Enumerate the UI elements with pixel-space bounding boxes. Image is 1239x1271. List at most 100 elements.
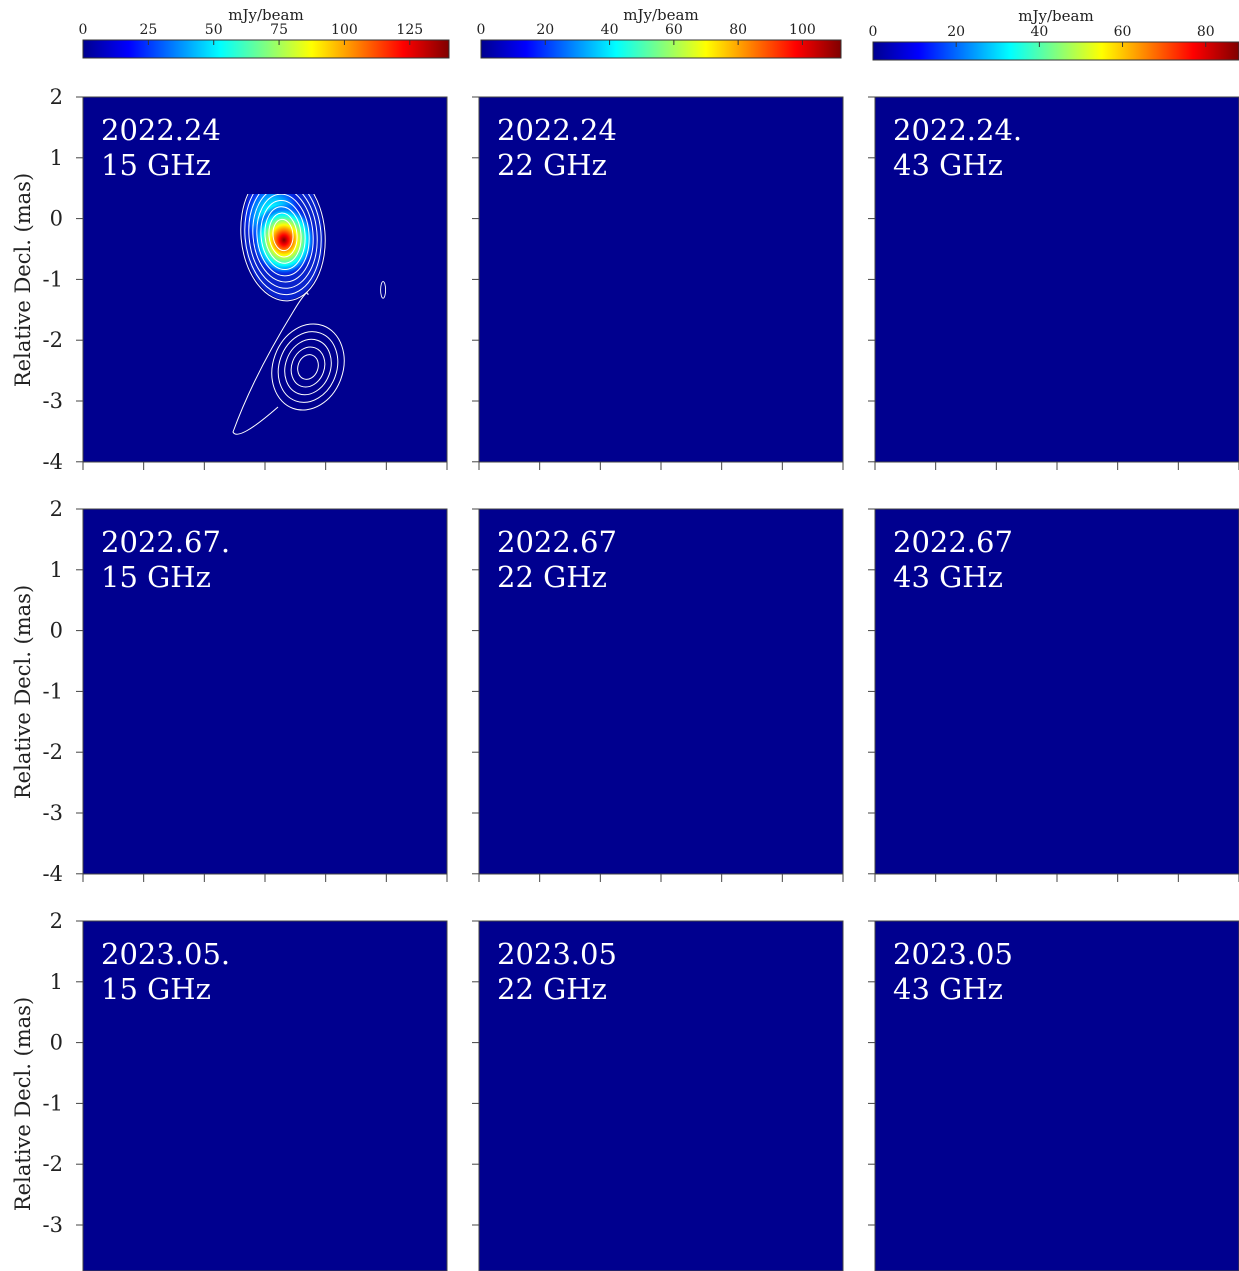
colorbar-tick-label: 60 <box>1114 24 1132 40</box>
colorbar-tick-label: 20 <box>947 24 965 40</box>
jet-knot-contour <box>297 354 319 380</box>
colorbar-3: mJy/beam 0 20 40 60 80 <box>869 7 1239 61</box>
contour <box>264 206 302 264</box>
colorbar-tick-label: 80 <box>1197 24 1215 40</box>
frequency-label: 43 GHz <box>893 972 1003 1006</box>
colorbar-tick-label: 0 <box>477 22 486 38</box>
panel-background <box>82 920 448 1271</box>
y-tick-label: 2 <box>50 85 63 109</box>
y-axis-label-row-2: Relative Decl. (mas) <box>11 585 35 799</box>
y-tick-label: 1 <box>50 146 63 170</box>
y-tick-label: 0 <box>50 619 63 643</box>
panel-background <box>478 508 844 875</box>
colorbar-gradient <box>480 39 842 59</box>
colorbar-tick-label: 25 <box>139 22 157 38</box>
panel-background <box>874 96 1239 463</box>
epoch-label: 2023.05 <box>893 937 1013 971</box>
emission-map <box>232 194 387 435</box>
jet-contour <box>232 292 309 435</box>
y-tick-label: -2 <box>43 328 63 352</box>
y-tick-label: 0 <box>50 1031 63 1055</box>
y-tick-label: -2 <box>43 740 63 764</box>
frequency-label: 15 GHz <box>101 148 211 182</box>
panel-background <box>478 96 844 463</box>
contour <box>252 194 314 283</box>
panel-background <box>874 508 1239 875</box>
panel-2022.24.-43-ghz: 2022.24.43 GHz <box>868 96 1239 470</box>
y-tick-label: 2 <box>50 497 63 521</box>
colorbar-tick-label: 50 <box>205 22 223 38</box>
colorbar-tick-label: 40 <box>1030 24 1048 40</box>
colorbar-label: mJy/beam <box>623 6 698 24</box>
y-axis-label-row-1: Relative Decl. (mas) <box>11 173 35 387</box>
colorbar-gradient <box>82 39 450 59</box>
y-tick-label: -3 <box>43 801 63 825</box>
frequency-label: 43 GHz <box>893 148 1003 182</box>
frequency-label: 22 GHz <box>497 560 607 594</box>
colorbar-tick-label: 40 <box>601 22 619 38</box>
colorbar-1: mJy/beam 0 25 50 75 100 125 <box>79 6 450 59</box>
y-tick-label: -3 <box>43 389 63 413</box>
colorbar-tick-label: 125 <box>396 22 423 38</box>
contour <box>268 212 298 258</box>
jet-knot-contour <box>271 323 345 411</box>
colorbar-label: mJy/beam <box>228 6 303 24</box>
y-tick-label: -1 <box>43 1091 63 1115</box>
epoch-label: 2022.24 <box>497 113 617 147</box>
colorbar-gradient <box>872 41 1239 61</box>
jet-knot-contour <box>290 346 326 388</box>
contour <box>272 218 294 252</box>
contour <box>240 194 326 302</box>
panel-background <box>478 920 844 1271</box>
colorbar-tick-label: 0 <box>869 24 878 40</box>
y-tick-label: -3 <box>43 1213 63 1237</box>
panel-background <box>82 508 448 875</box>
colorbar-tick-label: 20 <box>536 22 554 38</box>
colorbar-tick-label: 80 <box>729 22 747 38</box>
panel-2023.05.-15-ghz: 2023.05.15 GHz 2 1 0 -1 -2 -3 <box>43 909 448 1271</box>
colorbar-tick-label: 75 <box>270 22 288 38</box>
jet-knot-contour <box>277 331 339 403</box>
y-tick-label: -4 <box>43 450 63 474</box>
y-tick-label: 1 <box>50 970 63 994</box>
frequency-label: 15 GHz <box>101 560 211 594</box>
y-axis-label-row-3: Relative Decl. (mas) <box>11 997 35 1211</box>
frequency-label: 22 GHz <box>497 972 607 1006</box>
colorbar-tick-label: 100 <box>789 22 816 38</box>
epoch-label: 2022.24. <box>893 113 1022 147</box>
y-tick-label: 1 <box>50 558 63 582</box>
y-tick-label: -2 <box>43 1152 63 1176</box>
epoch-label: 2022.67 <box>893 525 1013 559</box>
contour <box>244 194 322 296</box>
y-tick-label: 2 <box>50 909 63 933</box>
frequency-label: 15 GHz <box>101 972 211 1006</box>
contour <box>256 194 310 277</box>
jet-knot-contour <box>284 338 332 396</box>
y-tick-label: -4 <box>43 862 63 886</box>
colorbar-tick-label: 0 <box>79 22 88 38</box>
contour <box>248 194 318 289</box>
panel-background <box>874 920 1239 1271</box>
contour <box>260 199 306 271</box>
y-tick-label: -1 <box>43 679 63 703</box>
noise-contour <box>380 281 387 299</box>
frequency-label: 22 GHz <box>497 148 607 182</box>
colorbar-2: mJy/beam 0 20 40 60 80 100 <box>477 6 842 59</box>
frequency-label: 43 GHz <box>893 560 1003 594</box>
colorbar-tick-label: 100 <box>331 22 358 38</box>
epoch-label: 2022.67. <box>101 525 230 559</box>
epoch-label: 2022.67 <box>497 525 617 559</box>
colorbar-tick-label: 60 <box>665 22 683 38</box>
y-tick-label: 0 <box>50 207 63 231</box>
y-tick-label: -1 <box>43 267 63 291</box>
panel-2022.67.-15-ghz: 2022.67.15 GHz 2 1 0 -1 -2 -3 -4 <box>43 497 448 886</box>
colorbar-label: mJy/beam <box>1018 7 1093 25</box>
epoch-label: 2022.24 <box>101 113 221 147</box>
